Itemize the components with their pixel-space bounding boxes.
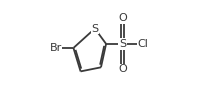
- Text: Cl: Cl: [137, 39, 148, 49]
- Text: O: O: [118, 13, 127, 23]
- Text: S: S: [91, 24, 98, 34]
- Text: S: S: [119, 39, 126, 49]
- Text: O: O: [118, 64, 127, 74]
- Text: Br: Br: [49, 43, 62, 53]
